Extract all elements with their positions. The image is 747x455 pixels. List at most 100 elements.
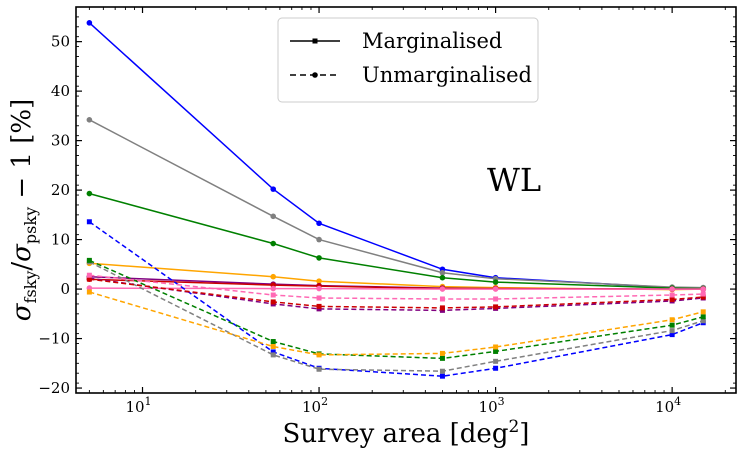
- point-green-unmarg: [493, 348, 499, 354]
- point-green-unmarg: [439, 355, 445, 361]
- point-gray-unmarg: [316, 366, 322, 372]
- point-red-unmarg: [439, 305, 445, 311]
- point-pink-marg: [492, 286, 499, 292]
- y-axis-label: σfsky/σpsky − 1 [%]: [7, 99, 40, 321]
- x-axis-label-sup: 2: [508, 417, 519, 437]
- legend-label-marginalised: Marginalised: [362, 29, 502, 53]
- point-blue-marg: [316, 220, 322, 227]
- point-pink-marg: [316, 285, 322, 292]
- point-pink-marg: [439, 286, 446, 292]
- x-axis-label-close: ]: [519, 419, 529, 449]
- point-pink-unmarg: [439, 296, 445, 302]
- x-axis-label: Survey area [deg2]: [283, 417, 530, 449]
- series-layer: [86, 20, 707, 379]
- y-tick-label: −20: [38, 379, 70, 397]
- point-blue-marg: [270, 186, 277, 192]
- y-tick-label: 20: [51, 181, 70, 199]
- y-tick-label: −10: [38, 330, 70, 348]
- point-green-unmarg: [270, 339, 276, 345]
- point-orange-unmarg: [439, 350, 445, 356]
- y-tick-label: 0: [60, 280, 70, 298]
- point-blue-unmarg: [86, 219, 92, 225]
- point-red-unmarg: [86, 276, 92, 282]
- x-tick-exp: 4: [674, 395, 681, 408]
- point-orange-unmarg: [493, 344, 499, 350]
- point-red-unmarg: [270, 299, 276, 305]
- point-pink-unmarg: [493, 296, 499, 302]
- point-orange-unmarg: [86, 289, 92, 295]
- x-tick-exp: 2: [321, 395, 328, 408]
- series-line-purple-unmarg: [89, 277, 704, 312]
- x-tick-exp: 3: [498, 395, 505, 408]
- legend-label-unmarginalised: Unmarginalised: [362, 63, 532, 87]
- point-orange-unmarg: [669, 317, 675, 323]
- point-green-unmarg: [669, 322, 675, 328]
- series-line-green-marg: [89, 192, 704, 290]
- point-blue-marg: [86, 20, 93, 26]
- point-blue-unmarg: [493, 365, 499, 371]
- point-pink-marg: [270, 285, 277, 292]
- plot-frame: [75, 6, 737, 394]
- point-green-marg: [86, 190, 93, 197]
- point-green-unmarg: [86, 257, 92, 263]
- point-orange-unmarg: [270, 343, 276, 349]
- annotation-wl: WL: [487, 161, 541, 199]
- legend-box: [277, 17, 539, 103]
- y-label-sigma1: σ: [7, 302, 37, 321]
- point-green-marg: [316, 255, 322, 261]
- point-pink-unmarg: [270, 292, 276, 298]
- point-gray-unmarg: [493, 358, 499, 364]
- point-gray-marg: [316, 236, 322, 243]
- point-blue-unmarg: [669, 332, 675, 338]
- point-pink-marg: [86, 285, 93, 291]
- series-line-gray-marg: [89, 119, 704, 289]
- point-pink-marg: [700, 286, 707, 292]
- x-axis-label-text: Survey area [deg: [283, 419, 509, 449]
- point-green-unmarg: [700, 314, 706, 320]
- legend-marker-square: [312, 38, 318, 44]
- y-tick-label: 40: [51, 82, 70, 100]
- point-pink-unmarg: [316, 295, 322, 301]
- point-gray-marg: [439, 269, 446, 276]
- x-tick-exp: 1: [145, 395, 152, 408]
- y-label-slash: /: [7, 262, 37, 271]
- y-label-sigma2: σ: [7, 243, 37, 262]
- point-gray-unmarg: [270, 352, 276, 358]
- x-tick-label: 101: [125, 395, 151, 416]
- point-blue-unmarg: [270, 349, 276, 355]
- point-red-unmarg: [700, 294, 706, 300]
- point-orange-marg: [270, 273, 277, 280]
- point-blue-unmarg: [439, 373, 445, 379]
- point-green-marg: [439, 274, 446, 281]
- point-green-marg: [492, 279, 499, 285]
- point-pink-unmarg: [86, 272, 92, 278]
- legend-marker-circle: [312, 72, 318, 78]
- y-label-rest: − 1 [%]: [7, 99, 37, 207]
- y-label-sub1: fsky: [21, 271, 40, 304]
- point-pink-marg: [669, 286, 675, 292]
- point-orange-marg: [316, 278, 322, 284]
- x-tick-label: 102: [302, 395, 328, 416]
- point-red-unmarg: [316, 303, 322, 309]
- point-orange-unmarg: [700, 309, 706, 315]
- point-gray-unmarg: [439, 368, 445, 374]
- point-pink-unmarg: [669, 292, 675, 298]
- point-red-unmarg: [669, 296, 675, 302]
- legend: Marginalised Unmarginalised: [277, 17, 539, 103]
- x-tick-label: 104: [655, 395, 681, 416]
- point-red-unmarg: [493, 304, 499, 310]
- x-tick-base: 10: [302, 398, 321, 416]
- series-line-gray-unmarg: [89, 261, 704, 372]
- x-tick-base: 10: [655, 398, 674, 416]
- x-tick-base: 10: [479, 398, 498, 416]
- point-green-marg: [270, 240, 277, 247]
- point-gray-unmarg: [669, 328, 675, 334]
- y-label-sub2: psky: [21, 207, 40, 244]
- point-gray-marg: [270, 213, 277, 220]
- y-tick-label: 30: [51, 132, 70, 150]
- point-orange-unmarg: [316, 352, 322, 358]
- y-tick-label: 50: [51, 33, 70, 51]
- point-gray-unmarg: [700, 318, 706, 324]
